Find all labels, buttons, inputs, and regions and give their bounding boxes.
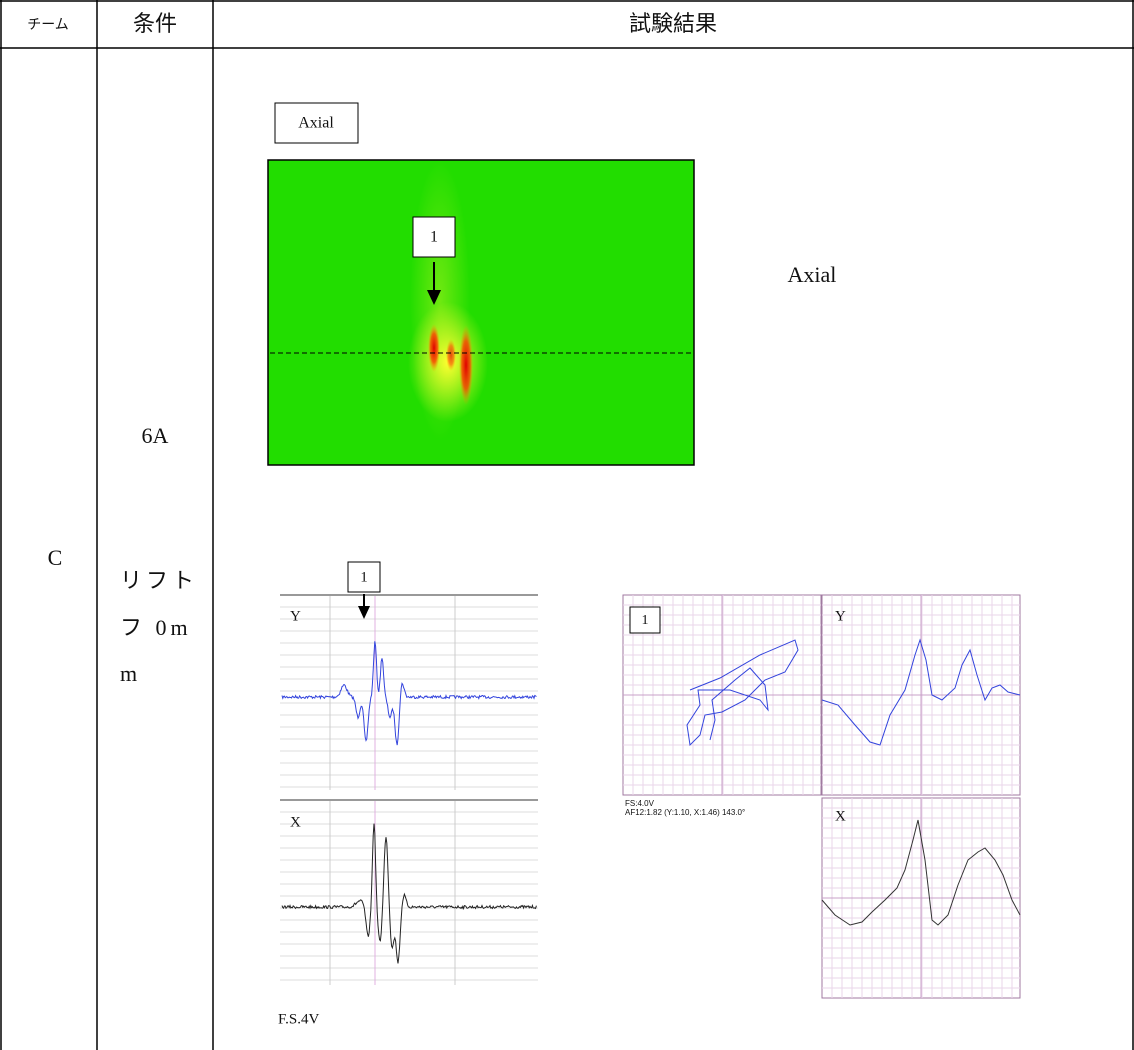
condition-line: リフト	[120, 568, 198, 593]
marker-label: 1	[360, 569, 368, 585]
header-condition: 条件	[133, 11, 177, 36]
c-scan-image	[267, 159, 695, 466]
panel	[280, 595, 538, 790]
scale-label: F.S.4V	[278, 1011, 319, 1027]
team-cell: C	[48, 545, 63, 570]
x-curve	[821, 819, 1021, 926]
waveform	[281, 641, 537, 746]
marker-box	[347, 561, 381, 593]
condition-line: 6A	[142, 423, 169, 448]
header-team: チーム	[27, 18, 69, 33]
marker-label: 1	[430, 229, 438, 246]
strip-chart	[280, 594, 538, 985]
y-label: Y	[835, 608, 846, 624]
scale-label: FS:4.0V	[625, 799, 655, 808]
marker-box	[412, 216, 456, 258]
lissajous-chart	[622, 594, 1021, 999]
arrow	[358, 594, 370, 619]
lissajous-curve	[686, 639, 799, 747]
header-result: 試験結果	[629, 11, 717, 36]
label-box	[274, 102, 359, 144]
marker-box	[629, 606, 661, 634]
measurement: AF12:1.82 (Y:1.10, X:1.46) 143.0°	[625, 808, 745, 817]
axial-caption: Axial	[788, 262, 837, 287]
waveform	[281, 823, 537, 964]
axial-label: Axial	[298, 115, 334, 132]
arrow	[427, 262, 441, 305]
x-label: X	[290, 814, 301, 830]
marker-label: 1	[642, 613, 649, 628]
y-label: Y	[290, 608, 301, 624]
x-label: X	[835, 808, 846, 824]
y-curve	[821, 638, 1021, 746]
condition-line: m	[120, 661, 137, 686]
condition-line: フ 0m	[120, 615, 192, 640]
panel	[280, 800, 538, 985]
